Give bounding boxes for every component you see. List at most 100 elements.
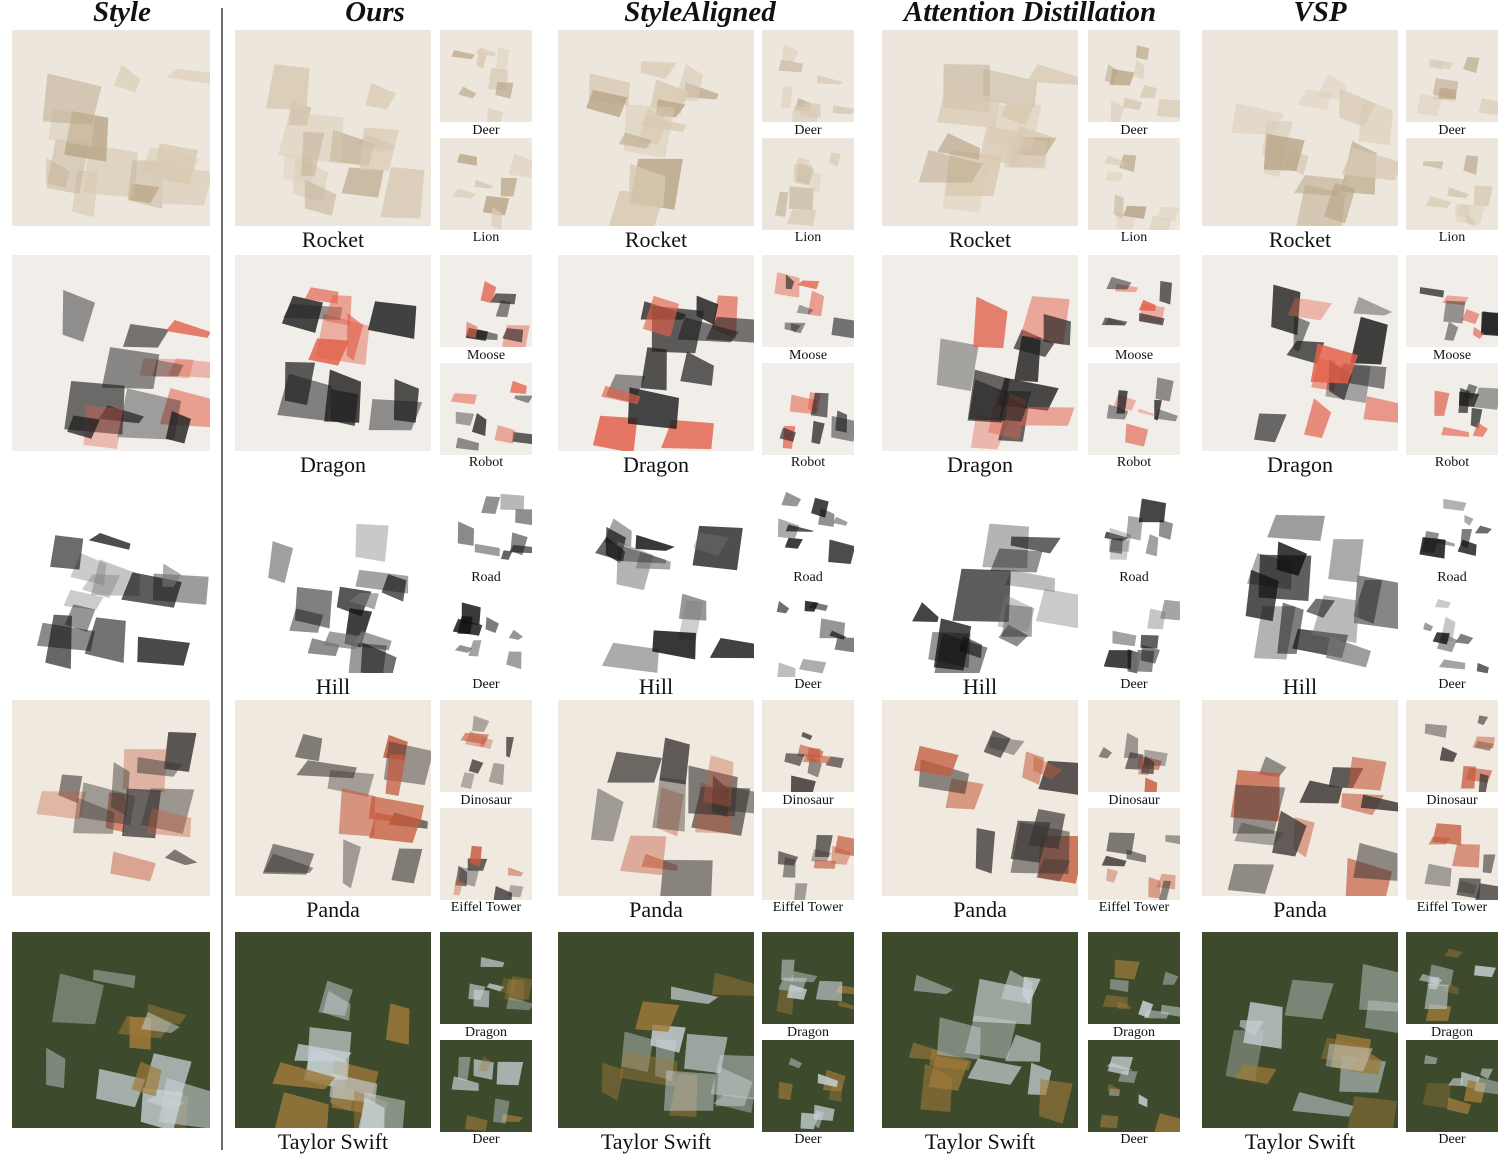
paper-collage-girl-image [12, 255, 210, 451]
stylealigned-small-caption-bottom: Deer [794, 1132, 822, 1147]
attention-distillation-small-image-bottom [1088, 363, 1180, 455]
attention-distillation-small-caption-top: Dragon [1113, 1025, 1155, 1040]
stylealigned-small-caption-bottom: Eiffel Tower [772, 900, 844, 915]
ours-main-caption: Taylor Swift [277, 1129, 389, 1154]
vsp-small-caption-top: Deer [1438, 123, 1466, 138]
ours-small-image-top [440, 932, 532, 1024]
stylealigned-main-image [558, 30, 754, 226]
vsp-main-image [1202, 255, 1398, 451]
stylealigned-small-image-top [762, 255, 854, 347]
ours-small-image-bottom [440, 363, 532, 455]
attention-distillation-small-image-top [1088, 477, 1180, 569]
vsp-small-caption-bottom: Lion [1438, 230, 1466, 245]
vsp-small-image-top [1406, 932, 1498, 1024]
ours-small-caption-top: Road [471, 570, 501, 585]
stylealigned-small-caption-bottom: Lion [794, 230, 822, 245]
ours-main-caption: Dragon [300, 452, 366, 477]
attention-distillation-small-caption-bottom: Eiffel Tower [1098, 900, 1170, 915]
ours-small-image-bottom [440, 808, 532, 900]
ours-small-image-top [440, 700, 532, 792]
ours-small-caption-top: Dinosaur [460, 793, 512, 808]
stylealigned-main-caption: Panda [629, 897, 683, 922]
stylealigned-small-image-bottom [762, 1040, 854, 1132]
ours-small-image-top [440, 255, 532, 347]
ours-small-caption-bottom: Deer [472, 677, 500, 692]
ours-main-image [235, 700, 431, 896]
vsp-small-image-bottom [1406, 1040, 1498, 1132]
vsp-small-caption-top: Road [1437, 570, 1467, 585]
ours-main-caption: Rocket [301, 227, 365, 252]
divider-line [221, 8, 223, 1150]
attention-distillation-small-caption-top: Moose [1114, 348, 1154, 363]
vsp-main-caption: Taylor Swift [1244, 1129, 1356, 1154]
ours-main-image [235, 932, 431, 1128]
stylealigned-main-caption: Dragon [623, 452, 689, 477]
attention-distillation-small-caption-bottom: Robot [1116, 455, 1152, 470]
vsp-small-caption-top: Dinosaur [1426, 793, 1478, 808]
vsp-small-image-top [1406, 255, 1498, 347]
vsp-small-image-bottom [1406, 808, 1498, 900]
attention-distillation-main-caption: Taylor Swift [924, 1129, 1036, 1154]
ours-main-image [235, 255, 431, 451]
ours-small-image-bottom [440, 1040, 532, 1132]
attention-distillation-main-caption: Hill [962, 674, 998, 699]
vsp-small-image-top [1406, 477, 1498, 569]
ink-sketch-landscape-image [12, 477, 210, 673]
ours-small-image-bottom [440, 585, 532, 677]
ours-small-caption-bottom: Robot [468, 455, 504, 470]
header-ours: Ours [345, 0, 405, 28]
vsp-small-caption-bottom: Deer [1438, 1132, 1466, 1147]
vsp-small-caption-bottom: Deer [1438, 677, 1466, 692]
attention-distillation-small-image-top [1088, 255, 1180, 347]
ours-small-image-top [440, 30, 532, 122]
ours-small-caption-bottom: Deer [472, 1132, 500, 1147]
attention-distillation-small-caption-bottom: Deer [1120, 1132, 1148, 1147]
vsp-main-image [1202, 932, 1398, 1128]
vsp-small-image-bottom [1406, 585, 1498, 677]
stylealigned-small-caption-bottom: Deer [794, 677, 822, 692]
stylealigned-small-caption-top: Deer [794, 123, 822, 138]
vsp-main-caption: Hill [1282, 674, 1318, 699]
attention-distillation-main-image [882, 477, 1078, 673]
ours-main-image [235, 477, 431, 673]
attention-distillation-small-image-bottom [1088, 1040, 1180, 1132]
vsp-small-caption-bottom: Robot [1434, 455, 1470, 470]
stylealigned-small-image-bottom [762, 363, 854, 455]
stylealigned-main-image [558, 700, 754, 896]
header-attention-distillation: Attention Distillation [903, 0, 1157, 28]
stylealigned-small-image-top [762, 30, 854, 122]
ours-small-caption-top: Moose [466, 348, 506, 363]
stylealigned-main-image [558, 255, 754, 451]
vsp-small-image-bottom [1406, 138, 1498, 230]
stylealigned-small-caption-top: Road [793, 570, 823, 585]
stylealigned-small-image-bottom [762, 585, 854, 677]
attention-distillation-small-caption-top: Deer [1120, 123, 1148, 138]
stylealigned-small-caption-bottom: Robot [790, 455, 826, 470]
header-style: Style [93, 0, 151, 28]
ours-small-caption-bottom: Eiffel Tower [450, 900, 522, 915]
ours-small-image-top [440, 477, 532, 569]
paper-origami-woman-image [12, 30, 210, 226]
attention-distillation-small-image-bottom [1088, 138, 1180, 230]
vsp-small-caption-top: Moose [1432, 348, 1472, 363]
stylealigned-small-image-bottom [762, 138, 854, 230]
stylealigned-main-caption: Rocket [624, 227, 688, 252]
header-vsp: VSP [1293, 0, 1347, 28]
ours-main-caption: Panda [306, 897, 360, 922]
stylealigned-main-image [558, 932, 754, 1128]
attention-distillation-small-image-top [1088, 932, 1180, 1024]
watercolor-horse-image [12, 700, 210, 896]
ours-small-caption-bottom: Lion [472, 230, 500, 245]
attention-distillation-small-caption-bottom: Deer [1120, 677, 1148, 692]
attention-distillation-small-caption-top: Dinosaur [1108, 793, 1160, 808]
ours-small-caption-top: Dragon [465, 1025, 507, 1040]
header-stylealigned: StyleAligned [624, 0, 776, 28]
vsp-main-caption: Panda [1273, 897, 1327, 922]
glass-bear-figurine-image [12, 932, 210, 1128]
vsp-main-caption: Dragon [1267, 452, 1333, 477]
stylealigned-small-caption-top: Dinosaur [782, 793, 834, 808]
ours-main-image [235, 30, 431, 226]
attention-distillation-main-image [882, 30, 1078, 226]
vsp-main-image [1202, 477, 1398, 673]
vsp-small-caption-top: Dragon [1431, 1025, 1473, 1040]
